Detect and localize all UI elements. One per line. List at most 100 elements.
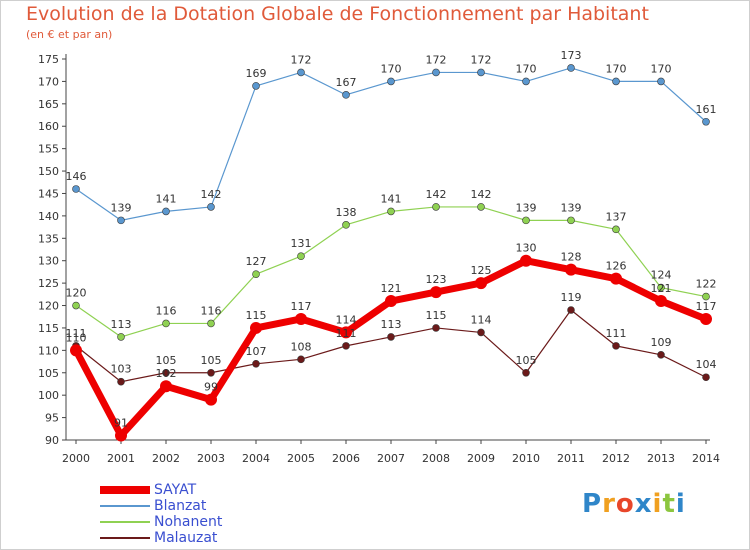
y-tick-label: 110 bbox=[38, 344, 59, 357]
data-point-sayat bbox=[70, 344, 82, 356]
y-tick-label: 115 bbox=[38, 322, 59, 335]
legend-item-nohanent: Nohanent bbox=[100, 514, 280, 530]
x-tick-label: 2003 bbox=[197, 452, 225, 465]
legend-label-sayat: SAYAT bbox=[154, 482, 196, 498]
data-point-blanzat bbox=[568, 64, 575, 71]
data-point-malauzat bbox=[208, 369, 215, 376]
data-label-malauzat: 109 bbox=[651, 336, 672, 349]
y-tick-label: 175 bbox=[38, 53, 59, 66]
data-label-sayat: 126 bbox=[606, 260, 627, 273]
data-point-nohanent bbox=[208, 320, 215, 327]
data-point-sayat bbox=[250, 322, 262, 334]
x-tick-label: 2012 bbox=[602, 452, 630, 465]
data-point-blanzat bbox=[523, 78, 530, 85]
data-label-blanzat: 170 bbox=[606, 62, 627, 75]
data-point-blanzat bbox=[73, 185, 80, 192]
data-point-blanzat bbox=[118, 217, 125, 224]
data-label-blanzat: 161 bbox=[696, 103, 717, 116]
data-point-malauzat bbox=[433, 324, 440, 331]
data-label-malauzat: 111 bbox=[336, 327, 357, 340]
line-chart: 90 95 100 105 110 115 120 125 130 135 140 145 150 155… bbox=[0, 0, 750, 480]
legend-label-malauzat: Malauzat bbox=[154, 530, 217, 546]
data-point-nohanent bbox=[613, 226, 620, 233]
x-tick-label: 2004 bbox=[242, 452, 270, 465]
data-label-sayat: 121 bbox=[651, 282, 672, 295]
legend-swatch-blanzat bbox=[100, 505, 150, 507]
data-point-blanzat bbox=[478, 69, 485, 76]
y-tick-label: 170 bbox=[38, 75, 59, 88]
data-label-nohanent: 120 bbox=[66, 287, 87, 300]
data-label-nohanent: 116 bbox=[201, 304, 222, 317]
x-tick-label: 2009 bbox=[467, 452, 495, 465]
data-point-malauzat bbox=[568, 307, 575, 314]
data-label-sayat: 99 bbox=[204, 381, 218, 394]
brand-letter: o bbox=[616, 489, 635, 519]
x-tick-label: 2010 bbox=[512, 452, 540, 465]
data-label-sayat: 117 bbox=[696, 300, 717, 313]
data-label-sayat: 110 bbox=[66, 331, 87, 344]
data-label-blanzat: 172 bbox=[471, 53, 492, 66]
data-point-nohanent bbox=[343, 221, 350, 228]
data-point-nohanent bbox=[478, 203, 485, 210]
data-point-sayat bbox=[655, 295, 667, 307]
data-label-nohanent: 139 bbox=[516, 201, 537, 214]
data-label-malauzat: 105 bbox=[201, 354, 222, 367]
brand-letter: t bbox=[662, 489, 675, 519]
data-point-malauzat bbox=[298, 356, 305, 363]
y-tick-label: 100 bbox=[38, 389, 59, 402]
data-label-blanzat: 170 bbox=[651, 62, 672, 75]
data-label-malauzat: 104 bbox=[696, 358, 717, 371]
data-label-nohanent: 142 bbox=[471, 188, 492, 201]
data-point-sayat bbox=[430, 286, 442, 298]
data-point-sayat bbox=[565, 264, 577, 276]
brand-logo: Proxiti bbox=[582, 489, 686, 519]
data-point-malauzat bbox=[703, 374, 710, 381]
data-label-nohanent: 138 bbox=[336, 206, 357, 219]
legend-label-nohanent: Nohanent bbox=[154, 514, 222, 530]
y-tick-label: 145 bbox=[38, 187, 59, 200]
x-tick-label: 2014 bbox=[692, 452, 720, 465]
data-label-malauzat: 115 bbox=[426, 309, 447, 322]
data-label-nohanent: 137 bbox=[606, 210, 627, 223]
y-tick-label: 120 bbox=[38, 300, 59, 313]
data-label-sayat: 91 bbox=[114, 417, 128, 430]
data-label-blanzat: 172 bbox=[291, 53, 312, 66]
data-point-blanzat bbox=[658, 78, 665, 85]
data-label-blanzat: 173 bbox=[561, 49, 582, 62]
data-point-nohanent bbox=[433, 203, 440, 210]
data-labels-layer: 146139141 142169172167170172 172170173170 1… bbox=[66, 49, 717, 430]
data-label-malauzat: 113 bbox=[381, 318, 402, 331]
x-tick-label: 2006 bbox=[332, 452, 360, 465]
data-label-nohanent: 142 bbox=[426, 188, 447, 201]
legend-swatch-nohanent bbox=[100, 521, 150, 523]
data-point-nohanent bbox=[568, 217, 575, 224]
data-label-blanzat: 169 bbox=[246, 67, 267, 80]
y-tick-label: 160 bbox=[38, 120, 59, 133]
data-point-sayat bbox=[160, 380, 172, 392]
y-tick-label: 150 bbox=[38, 165, 59, 178]
legend-swatch-sayat bbox=[100, 486, 150, 494]
data-point-blanzat bbox=[388, 78, 395, 85]
x-tick-label: 2001 bbox=[107, 452, 135, 465]
data-point-blanzat bbox=[433, 69, 440, 76]
data-label-blanzat: 141 bbox=[156, 192, 177, 205]
data-point-malauzat bbox=[118, 378, 125, 385]
y-tick-label: 105 bbox=[38, 367, 59, 380]
x-tick-label: 2008 bbox=[422, 452, 450, 465]
data-label-sayat: 128 bbox=[561, 251, 582, 264]
x-tick-label: 2007 bbox=[377, 452, 405, 465]
legend-item-malauzat: Malauzat bbox=[100, 530, 280, 546]
data-point-blanzat bbox=[298, 69, 305, 76]
series-layer bbox=[70, 64, 712, 441]
data-label-malauzat: 119 bbox=[561, 291, 582, 304]
y-tick-label: 140 bbox=[38, 210, 59, 223]
data-point-nohanent bbox=[73, 302, 80, 309]
x-tick-label: 2013 bbox=[647, 452, 675, 465]
legend-item-sayat: SAYAT bbox=[100, 482, 280, 498]
y-tick-label: 90 bbox=[45, 434, 59, 447]
legend-label-blanzat: Blanzat bbox=[154, 498, 206, 514]
data-point-blanzat bbox=[613, 78, 620, 85]
y-tick-label: 125 bbox=[38, 277, 59, 290]
data-label-nohanent: 116 bbox=[156, 304, 177, 317]
data-label-malauzat: 114 bbox=[471, 313, 492, 326]
